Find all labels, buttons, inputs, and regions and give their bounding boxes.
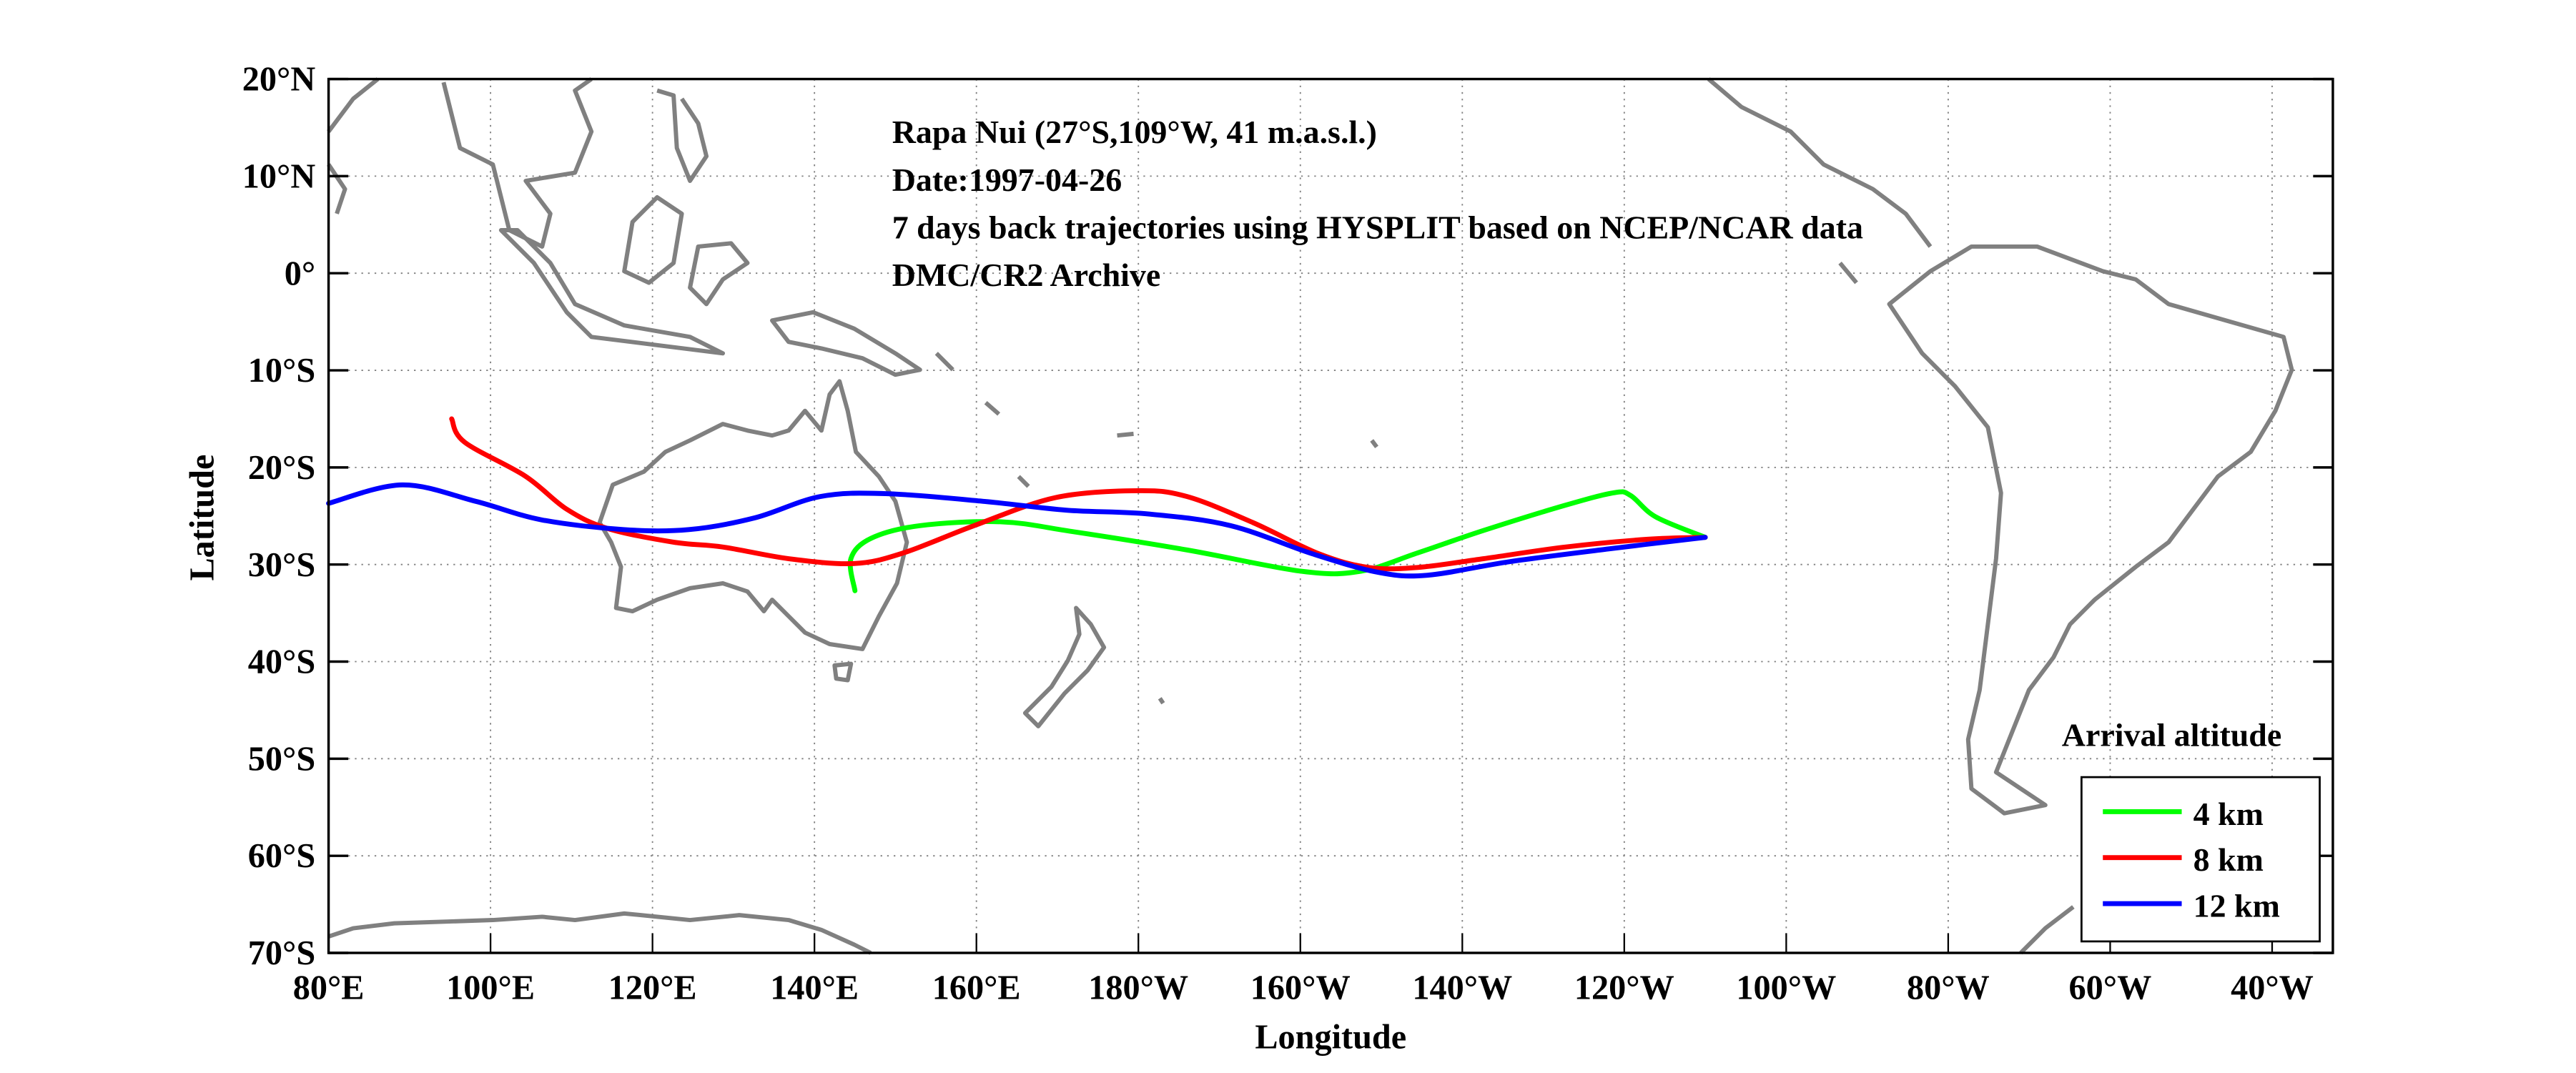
x-tick-label: 100°E bbox=[446, 969, 535, 1007]
title-line: Date:1997-04-26 bbox=[892, 162, 1122, 198]
x-tick-label: 40°W bbox=[2231, 969, 2314, 1007]
y-tick-label: 30°S bbox=[248, 546, 315, 584]
coast-pacific-islands bbox=[934, 352, 1378, 705]
coast-south-america bbox=[1887, 244, 2294, 816]
coastlines bbox=[327, 77, 2294, 955]
y-axis-label: Latitude bbox=[184, 455, 222, 581]
x-tick-label: 120°E bbox=[608, 969, 697, 1007]
trajectory-line-12km bbox=[326, 482, 1708, 579]
trajectory-line-4km bbox=[847, 489, 1708, 593]
x-tick-label: 180°W bbox=[1088, 969, 1188, 1007]
coast-borneo bbox=[622, 195, 684, 285]
y-tick-label: 20°S bbox=[248, 449, 315, 487]
y-tick-label: 10°N bbox=[242, 157, 316, 195]
x-tick-label: 60°W bbox=[2069, 969, 2152, 1007]
title-line: 7 days back trajectories using HYSPLIT b… bbox=[892, 209, 1863, 245]
y-tick-label: 0° bbox=[285, 254, 315, 292]
trajectories bbox=[326, 416, 1708, 593]
legend-label: 8 km bbox=[2193, 841, 2264, 878]
coast-central-america bbox=[1707, 77, 1933, 285]
coast-new-zealand bbox=[1022, 605, 1107, 728]
x-tick-label: 80°E bbox=[293, 969, 365, 1007]
coast-tasmania bbox=[832, 661, 854, 683]
legend: 4 km 8 km 12 km bbox=[2080, 776, 2321, 943]
title-line: Rapa Nui (27°S,109°W, 41 m.a.s.l.) bbox=[892, 114, 1377, 150]
y-tick-label: 10°S bbox=[248, 352, 315, 390]
legend-label: 4 km bbox=[2193, 796, 2264, 832]
y-tick-label: 60°S bbox=[248, 837, 315, 875]
coast-indochina bbox=[441, 77, 594, 249]
y-tick-label: 50°S bbox=[248, 740, 315, 778]
legend-label: 12 km bbox=[2193, 887, 2280, 924]
coast-australia bbox=[597, 379, 909, 651]
chart-title: Rapa Nui (27°S,109°W, 41 m.a.s.l.) Date:1… bbox=[892, 114, 1863, 293]
plot-frame bbox=[327, 77, 2334, 954]
title-line: DMC/CR2 Archive bbox=[892, 257, 1161, 293]
coast-antarctica bbox=[327, 905, 2075, 955]
legend-title: Arrival altitude bbox=[2062, 716, 2281, 753]
x-tick-label: 80°W bbox=[1907, 969, 1990, 1007]
y-tick-label: 20°N bbox=[242, 61, 316, 99]
x-tick-label: 120°W bbox=[1574, 969, 1674, 1007]
coast-new-guinea bbox=[769, 310, 922, 377]
x-tick-label: 140°E bbox=[770, 969, 859, 1007]
x-tick-label: 160°E bbox=[932, 969, 1021, 1007]
x-tick-label: 140°W bbox=[1412, 969, 1512, 1007]
x-tick-label: 160°W bbox=[1250, 969, 1351, 1007]
coast-india bbox=[327, 77, 380, 214]
trajectory-line-8km bbox=[449, 416, 1708, 572]
y-tick-label: 40°S bbox=[248, 643, 315, 681]
x-tick-label: 100°W bbox=[1736, 969, 1836, 1007]
axis-ticks: 80°E 100°E 120°E 140°E 160°E 180°W 160°W 140°W 1… bbox=[242, 61, 2333, 1007]
coast-sumatra-java bbox=[498, 227, 726, 356]
x-axis-label: Longitude bbox=[1255, 1018, 1406, 1056]
coast-philippines-sulawesi bbox=[656, 88, 750, 307]
y-tick-label: 70°S bbox=[248, 934, 315, 972]
